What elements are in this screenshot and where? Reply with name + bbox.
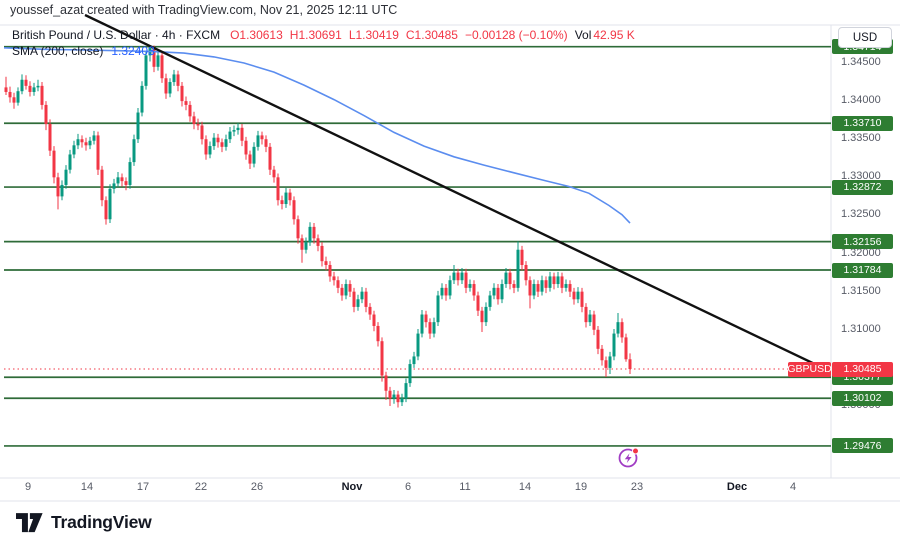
candles-group (4, 45, 632, 408)
time-tick-label[interactable]: Nov (341, 481, 363, 493)
attribution-text: youssef_azat created with TradingView.co… (10, 3, 398, 17)
volume-value: 42.95 K (593, 28, 635, 42)
level-price-label: 1.29476 (832, 438, 893, 454)
price-tick-label: 1.34500 (841, 56, 881, 68)
ohlc-high: H1.30691 (289, 28, 342, 42)
sma-200-line[interactable] (3, 47, 631, 224)
time-tick-label[interactable]: 23 (630, 481, 644, 493)
current-price-label: 1.30485 (832, 361, 893, 377)
time-tick-label[interactable]: 19 (574, 481, 588, 493)
tradingview-logo[interactable]: TradingView (16, 512, 152, 533)
volume-label: Vol (574, 28, 592, 42)
alert-lightning-icon[interactable] (617, 445, 641, 469)
currency-toggle-button[interactable]: USD (838, 27, 892, 48)
descending-trendline[interactable] (84, 13, 819, 367)
price-tick-label: 1.33500 (841, 132, 881, 145)
price-tick-label: 1.33000 (841, 170, 881, 183)
price-tick-label: 1.31000 (841, 322, 881, 335)
symbol-price-tag: GBPUSD (787, 361, 832, 377)
notification-dot (632, 447, 639, 455)
price-tick-label: 1.31500 (841, 284, 881, 297)
indicator-value: 1.32403 (111, 44, 155, 58)
time-tick-label[interactable]: 6 (404, 481, 412, 493)
price-tick-label: 1.34000 (841, 94, 881, 107)
brand-name: TradingView (51, 512, 152, 532)
indicator-name[interactable]: SMA (200, close) (12, 44, 104, 58)
symbol-legend-row: British Pound / U.S. Dollar · 4h · FXCM … (12, 28, 642, 43)
level-price-label: 1.32872 (832, 179, 893, 195)
footer-bar: TradingView (0, 502, 900, 549)
time-tick-label[interactable]: 22 (194, 481, 208, 493)
level-price-label: 1.30102 (832, 390, 893, 406)
chart-legend: British Pound / U.S. Dollar · 4h · FXCM … (12, 28, 642, 59)
symbol-title[interactable]: British Pound / U.S. Dollar · 4h · FXCM (12, 28, 221, 42)
price-tick-label: 1.32500 (841, 208, 881, 221)
tradingview-logo-icon (16, 512, 43, 532)
time-tick-label[interactable]: 11 (459, 481, 471, 493)
price-change: −0.00128 (−0.10%) (464, 28, 568, 42)
time-tick-label[interactable]: 26 (250, 481, 264, 493)
time-tick-label[interactable]: 9 (24, 481, 32, 493)
level-price-label: 1.32156 (832, 234, 893, 250)
level-price-label: 1.31784 (832, 262, 893, 278)
ohlc-open: O1.30613 (230, 28, 283, 42)
time-tick-label[interactable]: 17 (136, 481, 150, 493)
ohlc-low: L1.30419 (348, 28, 399, 42)
level-price-label: 1.33710 (832, 115, 893, 131)
time-tick-label[interactable]: 4 (789, 481, 797, 493)
ohlc-close: C1.30485 (405, 28, 458, 42)
time-tick-label[interactable]: 14 (518, 481, 532, 493)
lightning-bolt-icon (624, 453, 632, 463)
time-tick-label[interactable]: 14 (80, 481, 94, 493)
indicator-legend-row: SMA (200, close) 1.32403 (12, 44, 642, 59)
time-tick-label[interactable]: Dec (726, 481, 748, 493)
price-tick-label: 1.32000 (841, 246, 881, 259)
